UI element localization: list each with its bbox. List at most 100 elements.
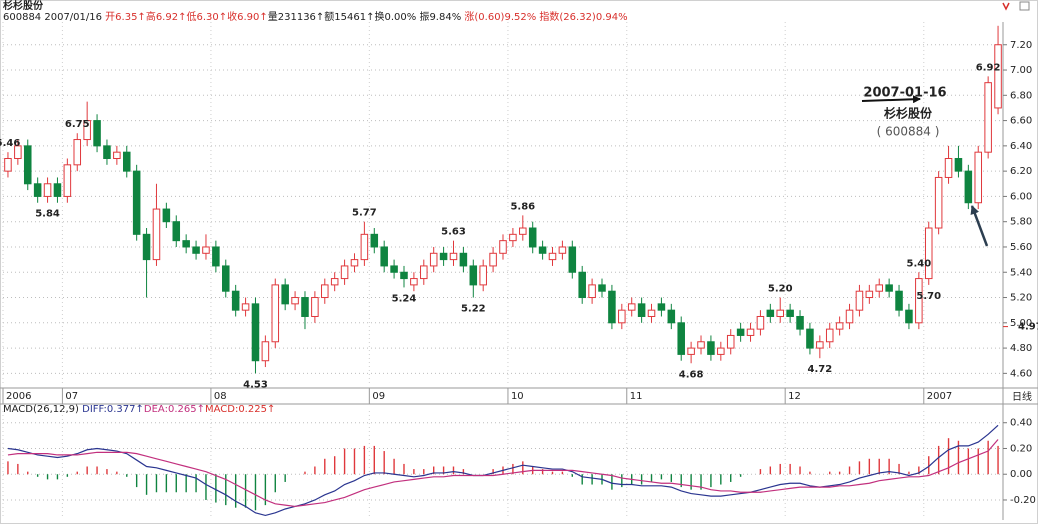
x-tick-label: 11: [630, 391, 643, 402]
period-label: 日线: [1012, 390, 1032, 403]
candle-body: [152, 208, 161, 261]
candle-body: [756, 315, 765, 330]
candle-body: [667, 309, 676, 324]
candle-body: [736, 328, 745, 336]
candle-body: [598, 284, 606, 292]
x-tick-label: 12: [788, 391, 801, 402]
y-tick-label: 0.00: [1010, 469, 1032, 480]
y-tick-label: 0.40: [1010, 418, 1032, 429]
candle-body: [202, 246, 210, 254]
y-tick-label: -0.20: [1010, 495, 1036, 506]
candle-body: [627, 303, 636, 311]
x-tick-label: 08: [214, 391, 227, 402]
candle-body: [212, 246, 220, 267]
macd-title-segment: MACD(26,12,9): [3, 404, 82, 415]
y-tick-label: 7.00: [1010, 65, 1032, 76]
price-marker-label: 4.97: [1018, 322, 1038, 333]
candle-body: [271, 284, 280, 343]
candle-body: [410, 278, 418, 286]
candle-body: [113, 151, 121, 160]
high-note: 5.63: [441, 227, 466, 238]
high-note: 5.46: [0, 138, 20, 149]
candle-body: [766, 309, 775, 317]
candle-body: [835, 322, 844, 330]
candle-body: [142, 233, 151, 261]
candle-body: [647, 309, 656, 317]
callout-name: 杉杉股份: [884, 106, 933, 121]
x-tick-label: 2006: [6, 391, 31, 402]
callout-arrow: [970, 205, 989, 247]
low-note: 4.72: [807, 364, 832, 375]
candle-body: [182, 240, 190, 248]
candle-body: [281, 284, 289, 305]
info-segment: 600884 2007/01/16: [3, 12, 105, 23]
candle-body: [707, 341, 715, 355]
candle-body: [726, 334, 735, 349]
candle-body: [915, 278, 923, 324]
y-tick-label: 4.80: [1010, 343, 1032, 354]
candle-body: [172, 221, 181, 242]
candle-body: [53, 183, 62, 197]
candle-body: [122, 151, 131, 172]
macd-title: MACD(26,12,9) DIFF:0.377↑DEA:0.265↑MACD:…: [3, 404, 275, 415]
candle-body: [944, 158, 953, 178]
candle-body: [14, 145, 22, 160]
candle-body: [459, 252, 468, 267]
y-tick-label: 0.20: [1010, 443, 1032, 454]
candle-body: [588, 284, 596, 299]
candle-body: [816, 341, 824, 349]
low-note: 5.84: [35, 209, 60, 220]
x-tick-label: 09: [372, 391, 385, 402]
candle-body: [241, 303, 250, 311]
candle-body: [954, 158, 963, 172]
candle-body: [538, 246, 547, 254]
x-tick-label: 07: [65, 391, 78, 402]
candle-body: [449, 252, 458, 261]
candle-body: [400, 271, 408, 280]
candle-body: [350, 259, 359, 267]
candle-body: [261, 341, 270, 362]
candle-body: [895, 290, 903, 311]
candle-body: [340, 265, 349, 280]
candle-body: [568, 246, 577, 273]
callout-arrow: [861, 95, 921, 104]
y-tick-label: 5.80: [1010, 217, 1032, 228]
candle-body: [380, 246, 388, 267]
candle-body: [479, 265, 487, 286]
candle-body: [608, 290, 616, 324]
y-tick-label: 5.40: [1010, 267, 1032, 278]
candle-body: [578, 271, 586, 299]
candle-body: [637, 303, 646, 317]
candle-body: [964, 170, 973, 204]
candle-body: [717, 347, 725, 355]
candle-body: [222, 265, 230, 292]
macd-line: [7, 424, 999, 517]
menu-icon[interactable]: [1002, 2, 1010, 11]
candle-body: [657, 303, 666, 311]
candle-body: [301, 297, 309, 317]
candle-body: [677, 322, 685, 355]
candle-body: [558, 246, 567, 254]
info-segment: 涨(0.60)9.52% 指数(26.32)0.94%: [464, 10, 627, 23]
candle-body: [103, 145, 111, 160]
candle-body: [370, 233, 379, 248]
candle-body: [439, 252, 448, 261]
y-tick-label: 5.00: [1010, 318, 1032, 329]
low-note: 4.53: [243, 379, 268, 390]
high-note: 5.20: [768, 284, 793, 295]
candle-body: [63, 164, 72, 197]
callout-code: ( 600884 ): [877, 125, 940, 139]
candle-body: [934, 176, 943, 229]
candle-body: [311, 297, 319, 317]
stock-title: 杉杉股份: [3, 0, 44, 12]
candle-body: [291, 297, 299, 305]
window-icon[interactable]: [1019, 1, 1030, 11]
candle-body: [974, 151, 983, 204]
macd-title-segment: DIFF:0.377↑: [82, 404, 144, 415]
candle-body: [528, 227, 537, 248]
candle-body: [489, 252, 497, 267]
low-note: 5.24: [392, 293, 417, 304]
macd-title-segment: DEA:0.265↑: [144, 404, 205, 415]
candle-body: [905, 309, 913, 324]
